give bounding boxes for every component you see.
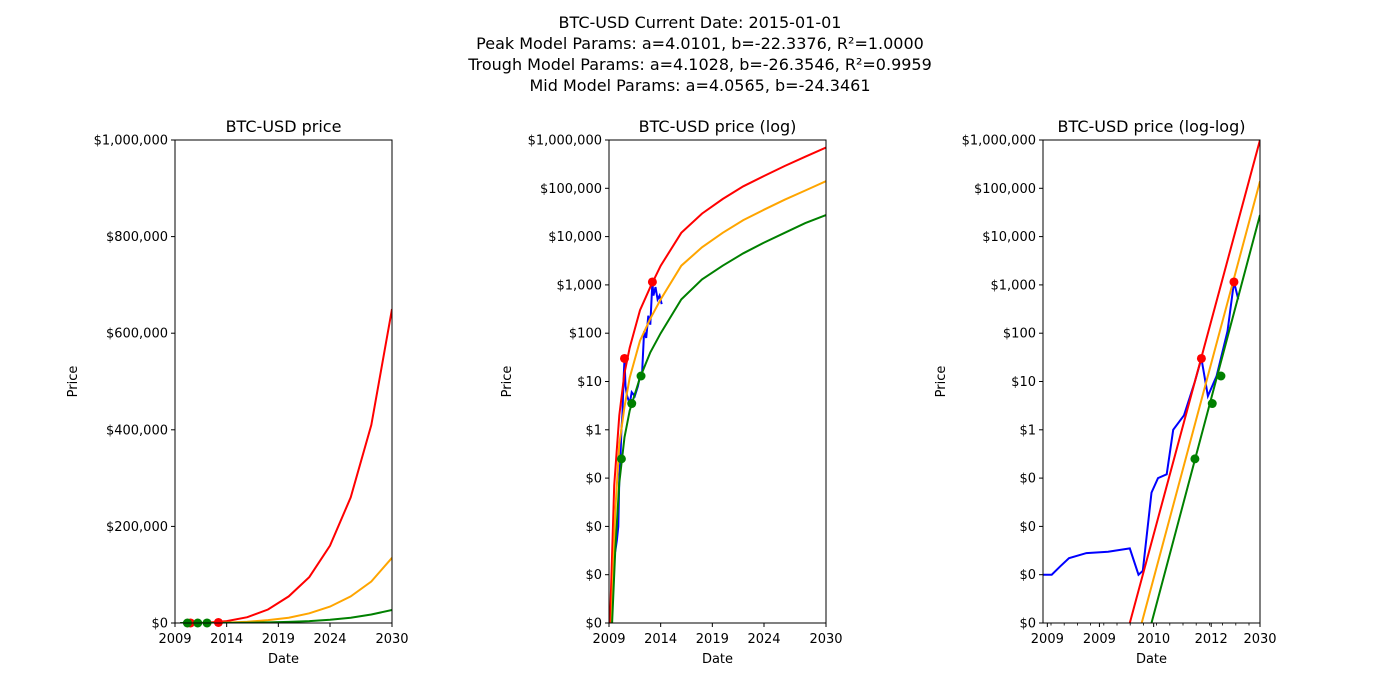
suptitle-line-current-date: BTC-USD Current Date: 2015-01-01 bbox=[558, 13, 842, 32]
y-tick-label: $0 bbox=[151, 617, 168, 632]
y-tick-label: $800,000 bbox=[106, 230, 168, 245]
x-tick-label: 2009 bbox=[592, 632, 625, 647]
series-mid-line bbox=[610, 180, 826, 623]
y-tick-label: $0 bbox=[585, 520, 602, 535]
panel-title: BTC-USD price bbox=[226, 117, 342, 136]
x-tick-label: 2030 bbox=[809, 632, 842, 647]
y-tick-label: $1,000,000 bbox=[94, 134, 168, 149]
peak-marker bbox=[1229, 277, 1239, 287]
figure-suptitle: BTC-USD Current Date: 2015-01-01 Peak Mo… bbox=[0, 12, 1400, 96]
y-tick-label: $1,000,000 bbox=[528, 134, 602, 149]
suptitle-line-trough-params: Trough Model Params: a=4.1028, b=-26.354… bbox=[468, 55, 932, 74]
x-tick-label: 2009 bbox=[1083, 632, 1116, 647]
y-tick-label: $0 bbox=[1019, 520, 1036, 535]
series-mid-line bbox=[1140, 180, 1260, 623]
y-tick-label: $1,000,000 bbox=[962, 134, 1036, 149]
peak-marker bbox=[1196, 353, 1206, 363]
y-tick-label: $10,000 bbox=[982, 230, 1036, 245]
panel-log: $0 $0 $0 $0 $1 $10 $100 $1,000 $10,000 $100,000 $1… bbox=[500, 117, 843, 667]
panel-loglog: $0 $0 $0 $0 $1 $10 $100 $1,000 $10,000 $100,000 $1… bbox=[934, 117, 1277, 667]
y-axis-label: Price bbox=[500, 366, 515, 398]
peak-marker bbox=[213, 617, 223, 627]
peak-marker bbox=[647, 277, 657, 287]
y-tick-label: $100 bbox=[1003, 327, 1036, 342]
y-tick-label: $0 bbox=[585, 568, 602, 583]
trough-marker bbox=[636, 371, 646, 381]
panel-title: BTC-USD price (log) bbox=[639, 117, 797, 136]
x-tick-label: 2010 bbox=[1137, 632, 1170, 647]
trough-marker bbox=[1216, 371, 1226, 381]
y-tick-label: $10 bbox=[577, 375, 602, 390]
trough-marker bbox=[616, 454, 626, 464]
series-price-line bbox=[1043, 281, 1240, 577]
x-tick-label: 2019 bbox=[696, 632, 729, 647]
y-tick-label: $0 bbox=[1019, 568, 1036, 583]
y-tick-label: $100,000 bbox=[974, 182, 1036, 197]
series-peak-line bbox=[1128, 140, 1260, 623]
series-peak-line bbox=[180, 308, 392, 623]
trough-marker bbox=[1190, 454, 1200, 464]
y-tick-label: $1,000 bbox=[991, 278, 1037, 293]
peak-marker bbox=[620, 353, 629, 363]
y-tick-label: $1 bbox=[1019, 423, 1036, 438]
panel-title: BTC-USD price (log-log) bbox=[1058, 117, 1246, 136]
axes-frame bbox=[1042, 139, 1261, 624]
x-tick-label: 2009 bbox=[158, 632, 191, 647]
y-tick-label: $0 bbox=[1019, 617, 1036, 632]
x-tick-label: 2024 bbox=[313, 632, 346, 647]
x-tick-label: 2014 bbox=[210, 632, 243, 647]
trough-marker bbox=[627, 399, 637, 409]
y-tick-label: $10 bbox=[1011, 375, 1036, 390]
y-tick-label: $1,000 bbox=[557, 278, 603, 293]
y-tick-label: $0 bbox=[585, 617, 602, 632]
series-trough-line bbox=[1150, 214, 1260, 623]
series-trough-line bbox=[180, 609, 392, 623]
x-tick-label: 2030 bbox=[375, 632, 408, 647]
suptitle-line-peak-params: Peak Model Params: a=4.0101, b=-22.3376,… bbox=[476, 34, 924, 53]
y-axis-label: Price bbox=[66, 366, 81, 398]
x-tick-label: 2019 bbox=[262, 632, 295, 647]
y-tick-label: $100,000 bbox=[540, 182, 602, 197]
x-axis-label: Date bbox=[268, 652, 299, 667]
y-tick-label: $0 bbox=[1019, 472, 1036, 487]
x-tick-label: 2014 bbox=[644, 632, 677, 647]
y-axis-label: Price bbox=[934, 366, 949, 398]
panel-linear: $0 $200,000 $400,000 $600,000 $800,000 $1,000… bbox=[66, 117, 409, 667]
axes-frame bbox=[174, 139, 393, 624]
x-tick-label: 2009 bbox=[1031, 632, 1064, 647]
x-tick-label: 2024 bbox=[747, 632, 780, 647]
x-axis-label: Date bbox=[702, 652, 733, 667]
x-tick-label: 2030 bbox=[1243, 632, 1276, 647]
series-peak-line bbox=[609, 146, 826, 623]
y-tick-label: $400,000 bbox=[106, 423, 168, 438]
x-axis-label: Date bbox=[1136, 652, 1167, 667]
series-mid-line bbox=[180, 557, 392, 623]
y-tick-label: $100 bbox=[569, 327, 602, 342]
y-tick-label: $10,000 bbox=[548, 230, 602, 245]
suptitle-line-mid-params: Mid Model Params: a=4.0565, b=-24.3461 bbox=[529, 76, 871, 95]
series-trough-line bbox=[611, 214, 826, 623]
y-tick-label: $600,000 bbox=[106, 327, 168, 342]
x-tick-label: 2012 bbox=[1195, 632, 1228, 647]
y-tick-label: $0 bbox=[585, 472, 602, 487]
axes-frame bbox=[608, 139, 827, 624]
y-tick-label: $1 bbox=[585, 423, 602, 438]
y-tick-label: $200,000 bbox=[106, 520, 168, 535]
trough-marker bbox=[1207, 399, 1217, 409]
